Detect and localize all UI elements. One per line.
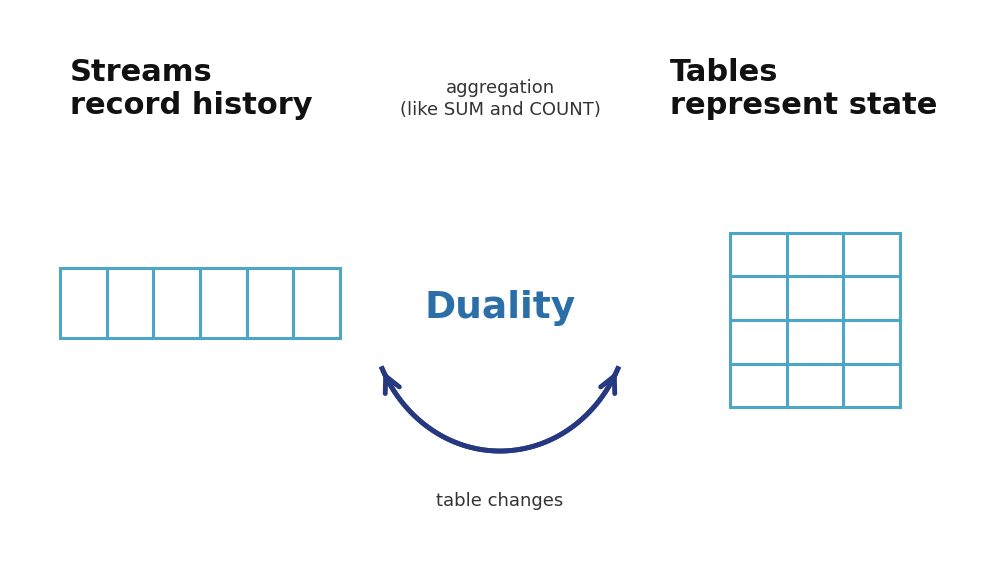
- Bar: [247, 268, 293, 338]
- Bar: [787, 276, 843, 320]
- Bar: [730, 320, 787, 364]
- Bar: [787, 364, 843, 407]
- Bar: [787, 233, 843, 276]
- Text: Duality: Duality: [424, 290, 576, 327]
- Text: table changes: table changes: [436, 492, 564, 510]
- Bar: [843, 233, 900, 276]
- Bar: [730, 233, 787, 276]
- Bar: [107, 268, 153, 338]
- Bar: [293, 268, 340, 338]
- Bar: [843, 364, 900, 407]
- Text: Streams
record history: Streams record history: [70, 58, 313, 120]
- Bar: [730, 276, 787, 320]
- Bar: [200, 268, 247, 338]
- Bar: [843, 276, 900, 320]
- Bar: [153, 268, 200, 338]
- Bar: [60, 268, 107, 338]
- Text: aggregation
(like SUM and COUNT): aggregation (like SUM and COUNT): [400, 79, 600, 119]
- Bar: [730, 364, 787, 407]
- Text: Tables
represent state: Tables represent state: [670, 58, 937, 120]
- Bar: [787, 320, 843, 364]
- Bar: [843, 320, 900, 364]
